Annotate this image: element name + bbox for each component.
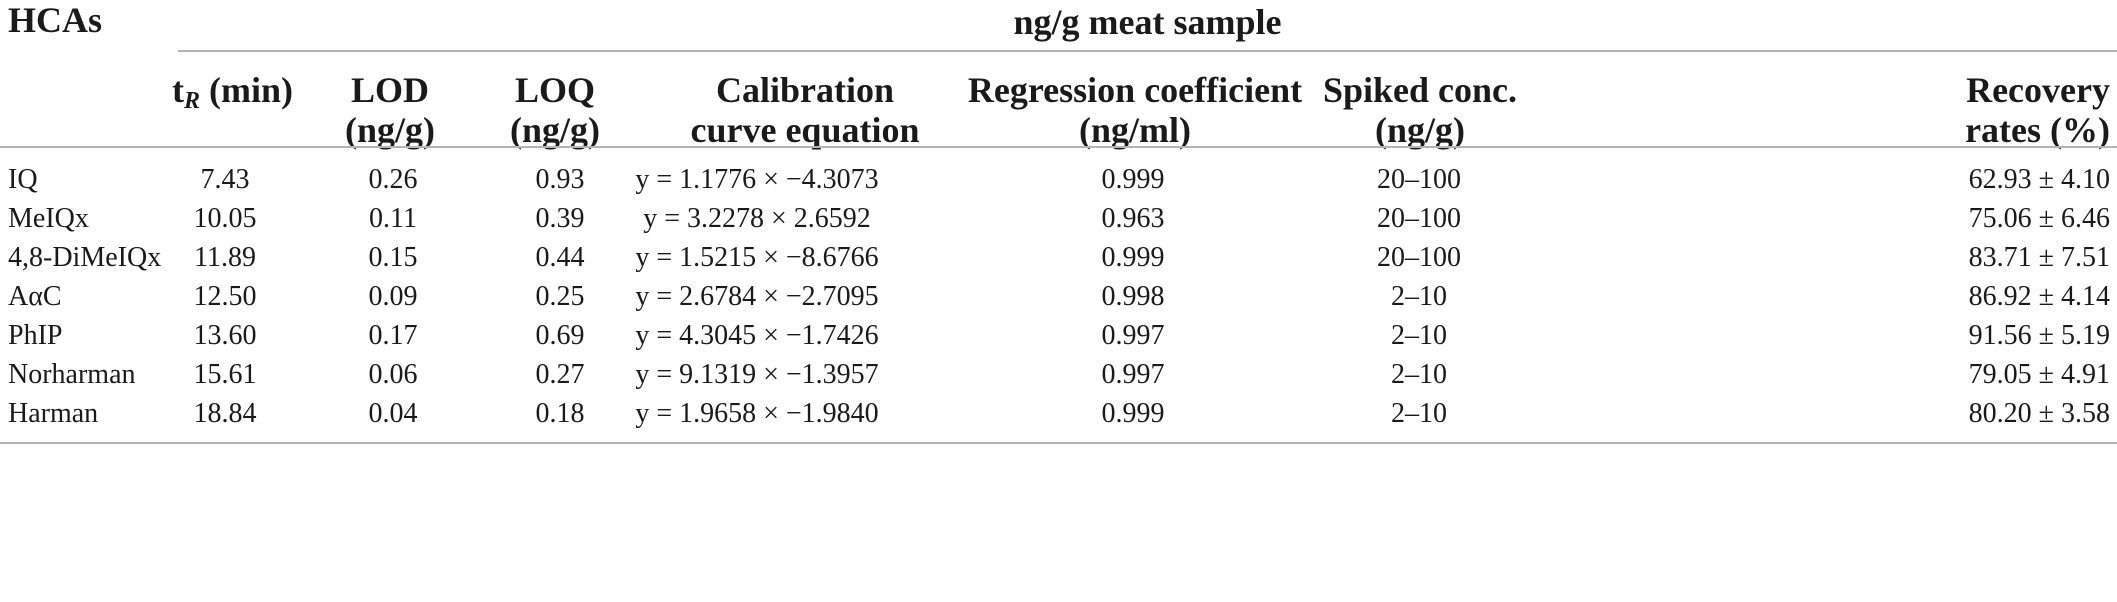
cell-regression: 0.999 [1101, 164, 1165, 195]
group-header: ng/g meat sample [1013, 2, 1282, 42]
cell-calibration: y = 1.9658 × −1.9840 [635, 398, 879, 429]
col-header-recovery-line2: rates (%) [1965, 110, 2110, 150]
cell-spiked: 20–100 [1377, 164, 1461, 195]
col-header-regression-line2: (ng/ml) [1079, 110, 1191, 150]
col-header-loq: LOQ (ng/g) [455, 70, 655, 150]
col-header-lod-line1: LOD [350, 70, 429, 110]
cell-calibration: y = 3.2278 × 2.6592 [643, 203, 871, 234]
stub-header: HCAs [8, 0, 103, 40]
cell-regression: 0.997 [1101, 320, 1165, 351]
col-header-recovery-line1: Recovery [1966, 70, 2110, 110]
row-name: PhIP [8, 320, 63, 351]
cell-tr: 11.89 [194, 242, 256, 273]
col-header-calibration-line2: curve equation [690, 110, 920, 150]
cell-loq: 0.18 [535, 398, 585, 429]
cell-regression: 0.999 [1101, 242, 1165, 273]
cell-spiked: 2–10 [1391, 359, 1447, 390]
col-header-regression: Regression coefficient (ng/ml) [890, 70, 1380, 150]
row-name: MeIQx [8, 203, 89, 234]
cell-lod: 0.09 [368, 281, 418, 312]
cell-regression: 0.997 [1101, 359, 1165, 390]
cell-tr: 15.61 [193, 359, 257, 390]
row-name: Norharman [8, 359, 136, 390]
cell-spiked: 20–100 [1377, 242, 1461, 273]
cell-recovery: 79.05 ± 4.91 [1968, 359, 2110, 390]
cell-tr: 7.43 [200, 164, 250, 195]
col-header-tr-t: t [172, 70, 184, 110]
col-header-calibration-line1: Calibration [715, 70, 894, 110]
cell-lod: 0.15 [368, 242, 418, 273]
cell-calibration: y = 4.3045 × −1.7426 [635, 320, 879, 351]
cell-calibration: y = 2.6784 × −2.7095 [635, 281, 879, 312]
cell-tr: 12.50 [193, 281, 257, 312]
cell-lod: 0.04 [368, 398, 418, 429]
cell-loq: 0.39 [535, 203, 585, 234]
cell-tr: 13.60 [193, 320, 257, 351]
cell-spiked: 2–10 [1391, 320, 1447, 351]
row-name: IQ [8, 164, 38, 195]
cell-recovery: 80.20 ± 3.58 [1968, 398, 2110, 429]
cell-lod: 0.17 [368, 320, 418, 351]
col-header-tr-sub: R [184, 88, 201, 114]
cell-lod: 0.06 [368, 359, 418, 390]
col-header-loq-line1: LOQ [514, 70, 595, 110]
col-header-recovery: Recovery rates (%) [1900, 70, 2110, 150]
cell-calibration: y = 1.5215 × −8.6766 [635, 242, 879, 273]
cell-tr: 10.05 [193, 203, 257, 234]
col-header-loq-line2: (ng/g) [510, 110, 600, 150]
col-header-lod-line2: (ng/g) [345, 110, 435, 150]
col-header-spiked-line1: Spiked conc. [1322, 70, 1518, 110]
col-header-calibration: Calibration curve equation [630, 70, 980, 150]
cell-regression: 0.998 [1101, 281, 1165, 312]
col-header-spiked: Spiked conc. (ng/g) [1170, 70, 1670, 150]
cell-recovery: 62.93 ± 4.10 [1968, 164, 2110, 195]
row-name: 4,8-DiMeIQx [8, 242, 162, 273]
cell-calibration: y = 1.1776 × −4.3073 [635, 164, 879, 195]
group-header-rule [178, 50, 2117, 52]
col-header-regression-line1: Regression coefficient [967, 70, 1303, 110]
col-header-lod: LOD (ng/g) [290, 70, 490, 150]
header-rule [0, 146, 2117, 148]
cell-regression: 0.963 [1101, 203, 1165, 234]
row-name: Harman [8, 398, 99, 429]
cell-loq: 0.93 [535, 164, 585, 195]
cell-spiked: 2–10 [1391, 281, 1447, 312]
cell-tr: 18.84 [193, 398, 257, 429]
cell-lod: 0.11 [369, 203, 417, 234]
cell-recovery: 86.92 ± 4.14 [1968, 281, 2110, 312]
cell-spiked: 20–100 [1377, 203, 1461, 234]
col-header-tr: tR (min) [172, 70, 293, 121]
cell-loq: 0.25 [535, 281, 585, 312]
col-header-tr-unit: (min) [200, 70, 294, 110]
cell-recovery: 83.71 ± 7.51 [1968, 242, 2110, 273]
cell-spiked: 2–10 [1391, 398, 1447, 429]
cell-regression: 0.999 [1101, 398, 1165, 429]
cell-calibration: y = 9.1319 × −1.3957 [635, 359, 879, 390]
row-name: AαC [8, 281, 62, 312]
col-header-spiked-line2: (ng/g) [1375, 110, 1465, 150]
cell-recovery: 75.06 ± 6.46 [1968, 203, 2110, 234]
cell-loq: 0.27 [535, 359, 585, 390]
cell-loq: 0.44 [535, 242, 585, 273]
cell-lod: 0.26 [368, 164, 418, 195]
cell-loq: 0.69 [535, 320, 585, 351]
cell-recovery: 91.56 ± 5.19 [1968, 320, 2110, 351]
bottom-rule [0, 442, 2117, 444]
